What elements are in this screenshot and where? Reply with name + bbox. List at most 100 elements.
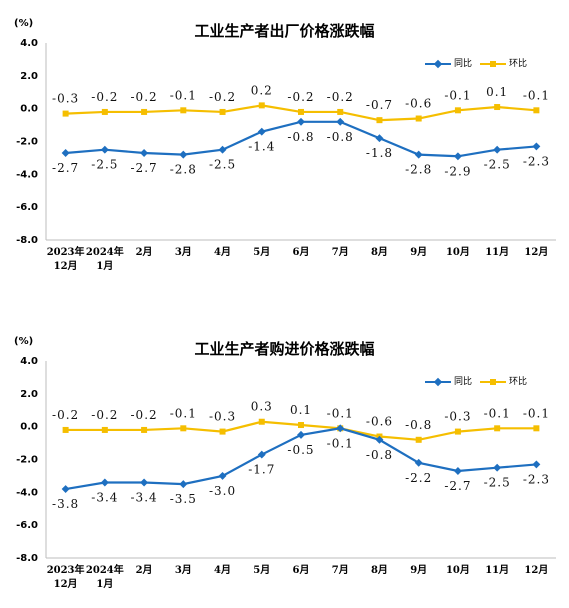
x-tick-label: 9月 bbox=[410, 246, 427, 258]
y-tick-label: -6.0 bbox=[16, 520, 38, 531]
x-tick-label: 12月 bbox=[54, 260, 78, 272]
y-tick-label: 0.0 bbox=[20, 104, 38, 115]
legend-swatch-yellow bbox=[480, 378, 506, 385]
x-tick-label: 12月 bbox=[54, 578, 78, 590]
x-tick-label: 5月 bbox=[253, 246, 270, 258]
data-label: -2.3 bbox=[523, 472, 550, 486]
y-tick-label: 2.0 bbox=[20, 389, 38, 400]
data-label: -3.4 bbox=[91, 490, 118, 504]
data-point bbox=[532, 460, 541, 469]
data-label: -0.8 bbox=[405, 418, 432, 432]
x-tick-label: 12月 bbox=[524, 246, 548, 258]
unit-label: (%) bbox=[14, 336, 34, 347]
x-tick-label: 1月 bbox=[96, 578, 113, 590]
data-label: -0.1 bbox=[444, 88, 471, 102]
data-point bbox=[100, 478, 109, 487]
data-point bbox=[258, 102, 265, 109]
x-tick-label: 11月 bbox=[485, 246, 509, 258]
data-label: -2.5 bbox=[484, 158, 511, 172]
ppi-output-chart: (%) 工业生产者出厂价格涨跌幅 4.0 2.0 0.0 -2.0 -4.0 -6.0 -8… bbox=[0, 0, 569, 290]
legend-item-series-a: 同比 bbox=[425, 374, 472, 387]
x-tick-label: 5月 bbox=[253, 564, 270, 576]
data-point bbox=[375, 134, 384, 143]
data-point bbox=[337, 108, 344, 115]
y-tick-label: 0.0 bbox=[20, 422, 38, 433]
data-point bbox=[101, 426, 108, 433]
data-label: -0.6 bbox=[405, 97, 432, 111]
x-tick-label: 11月 bbox=[485, 564, 509, 576]
x-tick-label: 2024年 bbox=[86, 245, 124, 258]
y-tick-label: -2.0 bbox=[16, 455, 38, 466]
x-tick-label: 2023年 bbox=[47, 245, 85, 258]
data-label: -0.2 bbox=[287, 90, 314, 104]
x-tick-label: 2023年 bbox=[47, 563, 85, 576]
legend-item-series-a: 同比 bbox=[425, 56, 472, 69]
data-label: -3.5 bbox=[170, 492, 197, 506]
data-label: -2.7 bbox=[444, 479, 471, 493]
x-tick-label: 2月 bbox=[136, 246, 153, 258]
data-point bbox=[298, 108, 304, 115]
x-tick-label: 4月 bbox=[214, 246, 231, 258]
chart-title: 工业生产者购进价格涨跌幅 bbox=[194, 340, 375, 358]
data-point bbox=[533, 107, 540, 114]
unit-label: (%) bbox=[14, 18, 34, 29]
data-point bbox=[298, 422, 304, 429]
x-tick-label: 2月 bbox=[136, 564, 153, 576]
x-tick-label: 3月 bbox=[175, 564, 192, 576]
data-label: -2.2 bbox=[405, 471, 432, 485]
y-tick-label: -2.0 bbox=[16, 137, 38, 148]
y-tick-label: -4.0 bbox=[16, 169, 38, 180]
data-point bbox=[179, 480, 188, 489]
data-point bbox=[454, 428, 461, 435]
data-label: -0.1 bbox=[523, 88, 550, 102]
data-point bbox=[336, 117, 345, 126]
legend-swatch-yellow bbox=[480, 60, 506, 67]
legend-swatch-blue bbox=[425, 377, 451, 386]
data-point bbox=[494, 425, 501, 432]
data-label: -0.8 bbox=[366, 448, 393, 462]
data-label: -3.4 bbox=[131, 490, 158, 504]
data-point bbox=[141, 426, 148, 433]
y-tick-label: 2.0 bbox=[20, 71, 38, 82]
x-tick-label: 2024年 bbox=[86, 563, 124, 576]
data-label: -0.1 bbox=[170, 88, 197, 102]
data-label: -0.8 bbox=[287, 130, 314, 144]
data-label: -1.8 bbox=[366, 146, 393, 160]
data-point bbox=[100, 145, 109, 154]
x-tick-label: 7月 bbox=[332, 564, 349, 576]
data-label: -2.9 bbox=[444, 164, 471, 178]
x-tick-label: 9月 bbox=[410, 564, 427, 576]
data-label: -2.8 bbox=[405, 163, 432, 177]
data-label: -0.2 bbox=[209, 90, 236, 104]
plot-area: 4.0 2.0 0.0 -2.0 -4.0 -6.0 -8.0 2023年 12月 2024年 1月… bbox=[16, 356, 556, 590]
data-label: -1.7 bbox=[248, 463, 275, 477]
data-point bbox=[297, 430, 305, 439]
data-label: -0.1 bbox=[484, 406, 511, 420]
data-point bbox=[415, 436, 422, 443]
data-point bbox=[218, 145, 227, 154]
data-point bbox=[533, 425, 540, 432]
data-label: -0.1 bbox=[170, 406, 197, 420]
data-label: -0.5 bbox=[287, 443, 314, 457]
data-point bbox=[453, 152, 462, 161]
data-label: -1.4 bbox=[248, 140, 275, 154]
data-point bbox=[258, 418, 265, 425]
data-label: -0.3 bbox=[444, 410, 471, 424]
data-label: -2.5 bbox=[91, 158, 118, 172]
data-point bbox=[61, 485, 70, 494]
legend-label: 同比 bbox=[454, 377, 473, 387]
data-label: -0.2 bbox=[131, 408, 158, 422]
x-tick-label: 12月 bbox=[524, 564, 548, 576]
data-point bbox=[257, 450, 266, 459]
data-point bbox=[493, 145, 502, 154]
x-tick-label: 8月 bbox=[371, 246, 388, 258]
data-point bbox=[493, 463, 502, 472]
data-label: -2.5 bbox=[209, 158, 236, 172]
data-point bbox=[219, 428, 226, 435]
data-point bbox=[415, 115, 422, 122]
data-label: -0.2 bbox=[52, 408, 79, 422]
legend-label: 同比 bbox=[454, 59, 473, 69]
data-point bbox=[454, 107, 461, 114]
data-label: -0.6 bbox=[366, 415, 393, 429]
data-point bbox=[62, 110, 69, 117]
